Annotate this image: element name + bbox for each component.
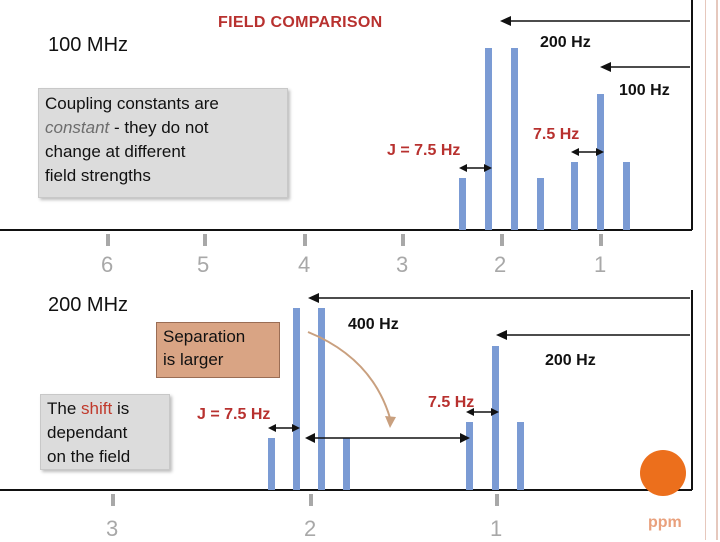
- shift-note-post: is: [112, 399, 130, 418]
- field-100-label: 100 MHz: [48, 34, 129, 56]
- separation-note-line1: Separation: [163, 327, 246, 346]
- top-peak: [597, 94, 604, 230]
- top-peak: [571, 162, 578, 230]
- right-border-outer: [716, 0, 718, 540]
- coupling-note: Coupling constants are constant - they d…: [38, 88, 288, 198]
- coupling-note-line3: change at different: [45, 142, 186, 161]
- bottom-tick-label: 2: [304, 516, 317, 541]
- label-200hz-bottom: 200 Hz: [545, 352, 596, 369]
- label-7-5hz-top: 7.5 Hz: [533, 126, 580, 143]
- top-peak: [623, 162, 630, 230]
- top-tick-label: 3: [396, 252, 409, 277]
- bottom-peak: [517, 422, 524, 490]
- bottom-tick-label: 3: [106, 516, 119, 541]
- field-200-label: 200 MHz: [48, 294, 129, 316]
- shift-note: The shift is dependant on the field: [40, 394, 170, 470]
- slide-title: FIELD COMPARISON: [218, 14, 383, 31]
- label-j-bottom: J = 7.5 Hz: [197, 406, 271, 423]
- label-200hz-top: 200 Hz: [540, 34, 591, 51]
- orange-dot: [640, 450, 686, 496]
- top-tick-label: 6: [101, 252, 114, 277]
- separation-note-line2: is larger: [163, 350, 224, 369]
- shift-note-line3: on the field: [47, 447, 131, 466]
- bottom-peak: [293, 308, 300, 490]
- coupling-note-line2-rest: - they do not: [109, 118, 209, 137]
- bottom-tick-label: 1: [490, 516, 503, 541]
- bottom-peak: [318, 308, 325, 490]
- shift-note-pre: The: [47, 399, 82, 418]
- shift-note-line2: dependant: [47, 423, 128, 442]
- top-tick-label: 1: [594, 252, 607, 277]
- bottom-peak: [492, 346, 499, 490]
- coupling-note-line4: field strengths: [45, 166, 151, 185]
- bottom-tick-marks: [111, 494, 499, 506]
- label-j-top: J = 7.5 Hz: [387, 142, 461, 159]
- top-peak: [537, 178, 544, 230]
- coupling-note-line2: constant - they do not: [45, 116, 281, 140]
- label-100hz-top: 100 Hz: [619, 82, 670, 99]
- coupling-note-em: constant: [45, 118, 110, 137]
- shift-note-line1: The shift is: [47, 397, 163, 421]
- right-border-inner: [705, 0, 706, 540]
- bottom-peak: [268, 438, 275, 490]
- label-7-5hz-bottom: 7.5 Hz: [428, 394, 475, 411]
- bottom-peaks: [268, 308, 524, 490]
- top-tick-label: 2: [494, 252, 507, 277]
- top-peaks: [459, 48, 630, 230]
- top-tick-label: 5: [197, 252, 210, 277]
- top-peak: [511, 48, 518, 230]
- top-tick-marks: [106, 234, 603, 246]
- label-400hz-bottom: 400 Hz: [348, 316, 399, 333]
- top-tick-label: 4: [298, 252, 311, 277]
- coupling-note-line1: Coupling constants are: [45, 94, 219, 113]
- top-peak: [459, 178, 466, 230]
- bottom-spectrum: [0, 290, 693, 506]
- top-spectrum: [0, 0, 693, 246]
- top-peak: [485, 48, 492, 230]
- curve-arrow: [307, 331, 391, 419]
- bottom-peak: [343, 438, 350, 490]
- shift-note-em: shift: [81, 399, 113, 418]
- bottom-peak: [466, 422, 473, 490]
- separation-note: Separation is larger: [156, 322, 280, 378]
- ppm-label: ppm: [648, 514, 682, 531]
